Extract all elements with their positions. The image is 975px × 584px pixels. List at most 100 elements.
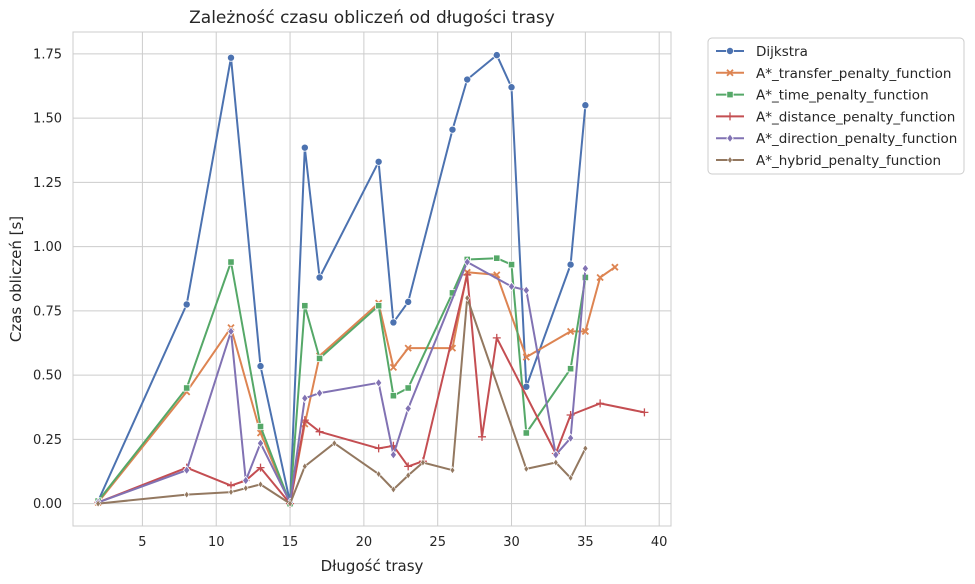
data-point bbox=[726, 47, 735, 56]
data-point bbox=[726, 112, 734, 121]
data-point bbox=[389, 392, 398, 400]
data-point bbox=[553, 458, 559, 467]
data-point bbox=[256, 422, 265, 431]
series-group bbox=[94, 51, 649, 508]
data-point bbox=[581, 101, 590, 110]
data-point bbox=[404, 384, 412, 392]
series-6 bbox=[95, 294, 589, 508]
chart-title: Zależność czasu obliczeń od długości tra… bbox=[189, 8, 555, 28]
legend-entry: Dijkstra bbox=[716, 44, 808, 60]
data-point bbox=[228, 488, 234, 496]
data-point bbox=[374, 157, 383, 166]
data-point bbox=[566, 260, 575, 269]
data-point bbox=[301, 302, 309, 310]
x-tick-label: 40 bbox=[651, 535, 668, 550]
data-point bbox=[315, 273, 324, 282]
data-point bbox=[390, 485, 397, 494]
data-point bbox=[611, 263, 619, 271]
series-line bbox=[97, 297, 587, 505]
data-point bbox=[287, 499, 293, 508]
data-point bbox=[726, 69, 734, 77]
data-point bbox=[183, 384, 191, 392]
series-1 bbox=[94, 51, 590, 507]
legend-label: A*_distance_penalty_function bbox=[756, 109, 955, 125]
x-tick-labels: 5 10 15 20 25 30 35 40 bbox=[138, 535, 667, 550]
legend-label: A*_transfer_penalty_function bbox=[756, 66, 951, 82]
data-point bbox=[256, 438, 265, 449]
data-point bbox=[95, 499, 101, 508]
data-point bbox=[507, 261, 516, 269]
data-point bbox=[596, 273, 604, 282]
y-tick-label: 1.25 bbox=[33, 176, 62, 191]
data-point bbox=[226, 53, 235, 62]
legend-entry: A*_distance_penalty_function bbox=[716, 109, 955, 125]
x-tick-label: 20 bbox=[356, 535, 373, 550]
data-point bbox=[374, 444, 383, 453]
data-point bbox=[726, 133, 734, 144]
y-tick-label: 1.00 bbox=[33, 240, 62, 255]
series-line bbox=[97, 266, 616, 505]
legend-entry: A*_direction_penalty_function bbox=[716, 131, 957, 147]
y-tick-label: 0.00 bbox=[33, 497, 62, 512]
data-point bbox=[331, 439, 338, 448]
data-point bbox=[389, 449, 398, 460]
data-point bbox=[389, 318, 398, 327]
data-point bbox=[523, 465, 530, 473]
data-point bbox=[727, 156, 733, 164]
data-point bbox=[257, 480, 264, 489]
data-point bbox=[300, 143, 309, 152]
data-point bbox=[404, 462, 413, 471]
data-point bbox=[463, 75, 472, 84]
y-tick-labels: 0.00 0.25 0.50 0.75 1.00 1.25 1.50 1.75 bbox=[33, 47, 62, 512]
data-point bbox=[183, 490, 190, 499]
data-point bbox=[227, 326, 235, 337]
plot-area bbox=[72, 31, 672, 527]
data-point bbox=[448, 125, 457, 134]
data-point bbox=[404, 344, 412, 352]
data-point bbox=[375, 302, 383, 310]
legend-entry: A*_hybrid_penalty_function bbox=[716, 153, 941, 169]
x-axis-label: Długość trasy bbox=[321, 557, 424, 575]
data-point bbox=[581, 263, 590, 274]
legend-label: A*_hybrid_penalty_function bbox=[756, 153, 941, 169]
data-point bbox=[256, 463, 265, 472]
y-tick-label: 1.50 bbox=[33, 112, 62, 127]
legend-label: A*_time_penalty_function bbox=[756, 88, 929, 104]
data-point bbox=[374, 377, 383, 388]
data-point bbox=[389, 363, 398, 372]
data-point bbox=[463, 270, 472, 279]
y-tick-label: 0.75 bbox=[33, 304, 62, 319]
data-point bbox=[493, 254, 501, 262]
data-point bbox=[302, 462, 308, 471]
legend: Dijkstra A*_transfer_penalty_function A*_t… bbox=[707, 37, 965, 175]
legend-entry: A*_transfer_penalty_function bbox=[716, 66, 951, 82]
y-tick-label: 1.75 bbox=[33, 47, 62, 62]
data-point bbox=[375, 470, 382, 479]
data-point bbox=[478, 432, 487, 441]
legend-entry: A*_time_penalty_function bbox=[716, 88, 929, 104]
x-tick-label: 35 bbox=[577, 535, 594, 550]
data-point bbox=[566, 433, 575, 443]
data-point bbox=[492, 51, 501, 60]
data-point bbox=[315, 354, 324, 363]
data-point bbox=[640, 408, 649, 417]
data-point bbox=[420, 458, 426, 467]
data-point bbox=[315, 388, 324, 398]
data-point bbox=[726, 91, 734, 99]
data-point bbox=[242, 484, 249, 493]
legend-label: A*_direction_penalty_function bbox=[756, 131, 957, 147]
x-tick-label: 30 bbox=[503, 535, 520, 550]
data-point bbox=[405, 471, 411, 480]
data-point bbox=[182, 465, 191, 476]
data-point bbox=[522, 353, 530, 361]
y-axis-label: Czas obliczeń [s] bbox=[7, 216, 25, 342]
data-point bbox=[256, 362, 265, 371]
x-tick-label: 15 bbox=[282, 535, 299, 550]
data-point bbox=[492, 333, 501, 342]
data-point bbox=[582, 444, 589, 453]
series-5 bbox=[94, 257, 590, 508]
data-point bbox=[315, 427, 324, 436]
data-point bbox=[507, 281, 516, 292]
x-tick-label: 10 bbox=[208, 535, 225, 550]
